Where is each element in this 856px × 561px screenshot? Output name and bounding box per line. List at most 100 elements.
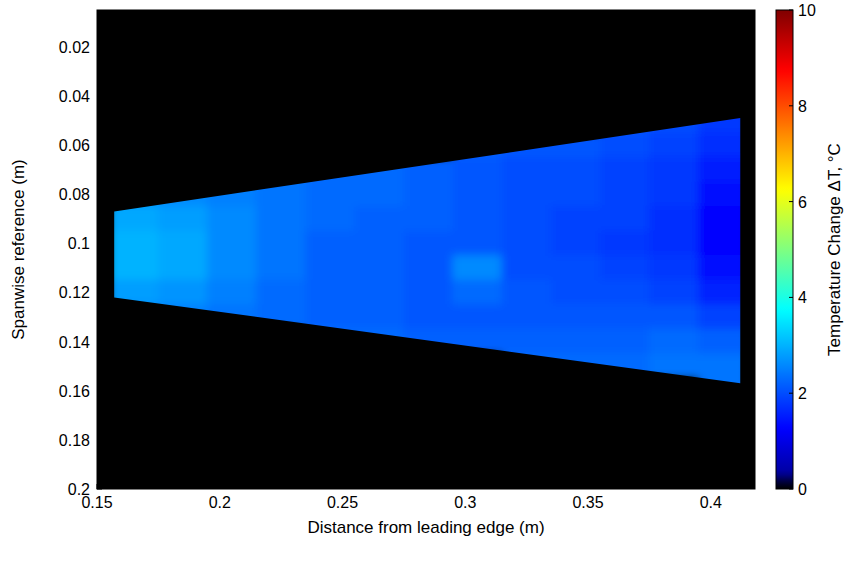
heat-cell [551,353,601,379]
heat-cell [551,206,601,232]
surface-region [109,108,748,404]
y-tick-label: 0.08 [59,186,90,203]
colorbar-tick-label: 4 [798,289,807,306]
heat-cell [698,157,748,183]
colorbar-tick-label: 0 [798,481,807,498]
heat-cell [305,231,355,257]
colorbar [776,10,793,489]
heat-cell [698,108,748,134]
heat-cell [698,181,748,207]
heat-cell [502,280,552,306]
heat-cell [649,231,699,257]
heat-cell [600,181,650,207]
heat-cell [649,329,699,355]
heat-cell [698,304,748,330]
x-axis-title: Distance from leading edge (m) [307,518,544,537]
heat-cell [502,157,552,183]
heat-cell [158,231,208,257]
y-tick [97,292,102,293]
x-tick [710,484,711,489]
colorbar-tick-label: 8 [798,98,807,115]
heat-cell [256,255,306,281]
colorbar-title: Temperature Change ΔT, °C [825,143,844,356]
heat-cell [649,181,699,207]
heat-cell [649,353,699,379]
heat-cell [403,231,453,257]
heat-cell [354,231,404,257]
colorbar-tick-label: 6 [798,194,807,211]
heat-cell [453,157,503,183]
colorbar-tick-label: 2 [798,385,807,402]
heat-cell [698,378,748,404]
heat-cell [453,132,503,158]
y-tick-label: 0.06 [59,137,90,154]
heat-cell [600,108,650,134]
heat-cell [403,181,453,207]
heat-cell [600,304,650,330]
heat-cell [502,206,552,232]
y-tick [97,390,102,391]
heat-cell [109,280,159,306]
heat-cell [453,231,503,257]
x-tick [588,484,589,489]
heat-cell [551,132,601,158]
colorbar-tick [789,201,793,202]
heat-cell [551,181,601,207]
colorbar-tick [789,489,793,490]
heat-cell [305,280,355,306]
heat-cell [698,329,748,355]
y-tick [97,243,102,244]
heat-cell [207,231,257,257]
heat-cell [207,255,257,281]
heat-cell [502,353,552,379]
heat-cell [649,206,699,232]
y-tick [97,46,102,47]
heat-cell [551,157,601,183]
colorbar-tick [789,393,793,394]
heat-cell [698,280,748,306]
heat-cell [403,280,453,306]
heat-cell [305,329,355,355]
heat-cell [403,157,453,183]
y-axis-title: Spanwise reference (m) [9,159,28,339]
heat-cell [256,304,306,330]
heat-cell [698,353,748,379]
heat-cell [207,304,257,330]
heat-cell [698,255,748,281]
heat-cell [600,329,650,355]
heat-cell [502,329,552,355]
y-tick [97,145,102,146]
heat-cell [649,255,699,281]
x-tick [342,484,343,489]
heat-cell [551,304,601,330]
heat-cell [403,329,453,355]
heat-cell [305,255,355,281]
chart: 0.150.20.250.30.350.40.020.040.060.080.1… [0,0,856,561]
colorbar-tick-label: 10 [798,2,816,19]
heat-cell [207,206,257,232]
heat-cell [600,157,650,183]
heat-cell [698,231,748,257]
heat-cell [551,329,601,355]
y-tick [97,341,102,342]
heat-cell [109,181,159,207]
heat-cell [453,329,503,355]
plot-area [109,108,748,404]
heat-cell [551,255,601,281]
plot-background [97,10,755,489]
heat-cell [158,304,208,330]
heat-cell [256,157,306,183]
heat-cell [551,280,601,306]
heat-cell [354,157,404,183]
heat-cell [256,206,306,232]
heat-cell [354,329,404,355]
heat-cell [354,304,404,330]
heat-cell [354,280,404,306]
heat-cell [649,108,699,134]
heat-cell [600,231,650,257]
heat-cell [305,157,355,183]
x-tick-label: 0.2 [209,494,231,511]
heat-cell [649,280,699,306]
heat-cell [600,206,650,232]
heat-cell [207,280,257,306]
